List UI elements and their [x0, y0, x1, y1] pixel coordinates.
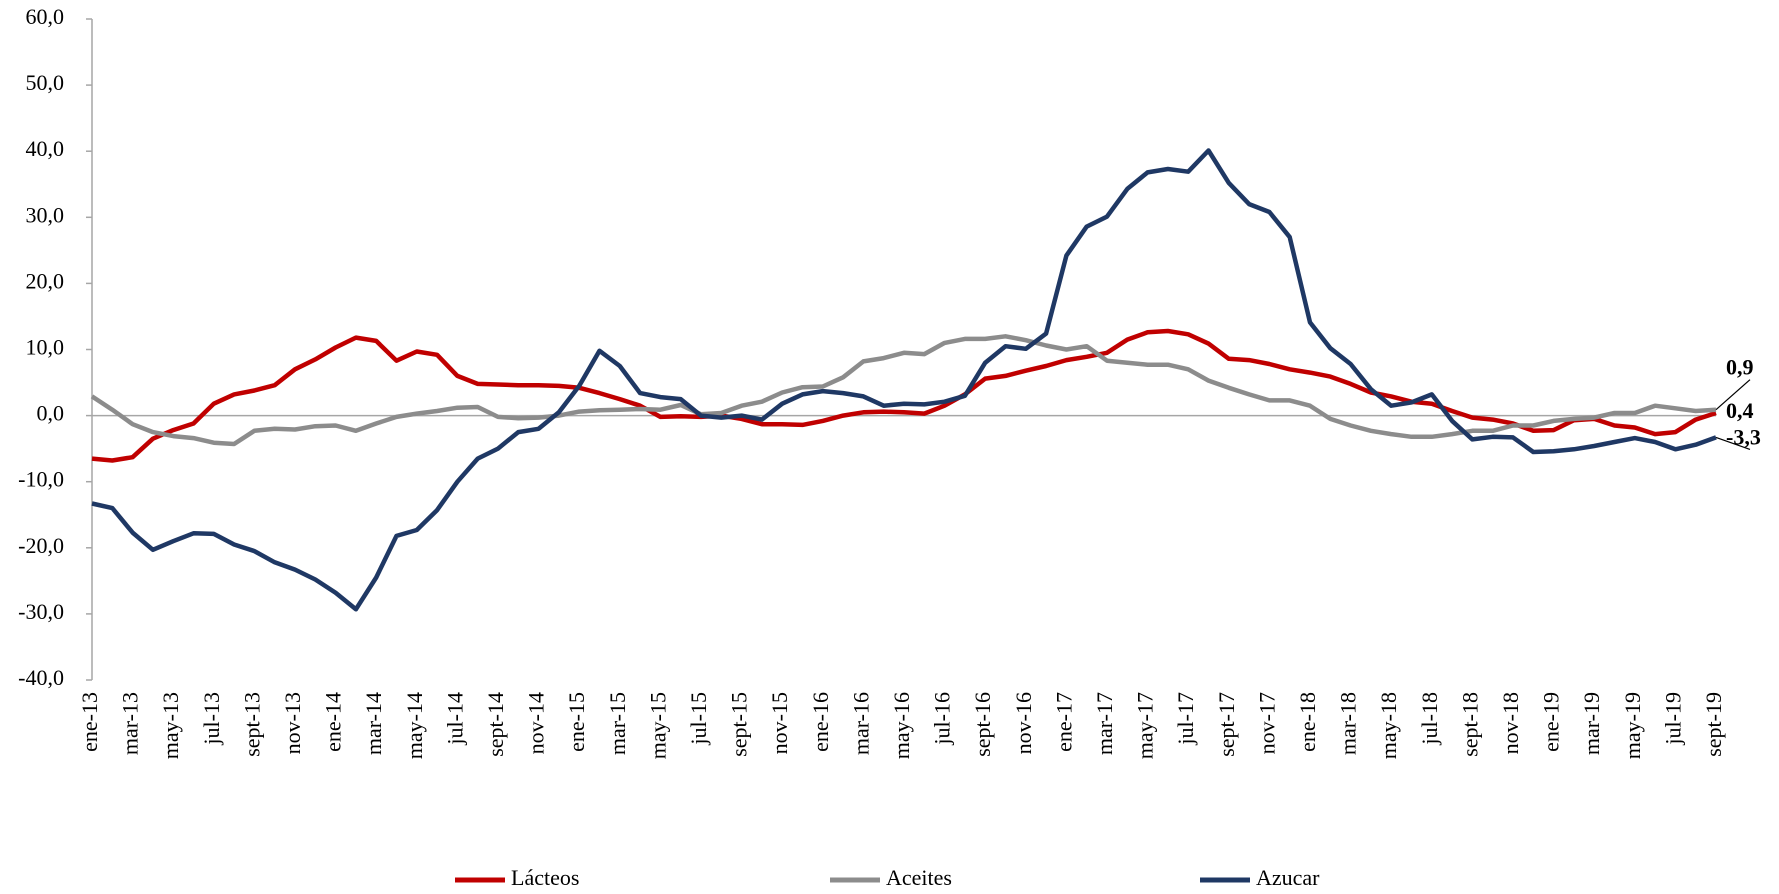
x-tick-label: mar-16: [848, 692, 873, 755]
x-tick-label: nov-18: [1498, 692, 1523, 754]
y-tick-label: 30,0: [26, 202, 65, 227]
x-tick-label: jul-17: [1173, 692, 1198, 746]
y-tick-label: 0,0: [37, 401, 65, 426]
x-tick-label: may-15: [645, 692, 670, 759]
y-tick-label: -30,0: [18, 599, 64, 624]
x-tick-label: may-17: [1133, 692, 1158, 759]
y-tick-label: 20,0: [26, 268, 65, 293]
y-tick-label: 50,0: [26, 70, 65, 95]
x-tick-label: ene-13: [77, 692, 102, 752]
x-tick-label: jul-19: [1660, 692, 1685, 746]
x-tick-label: mar-13: [118, 692, 143, 755]
y-tick-label: 40,0: [26, 136, 65, 161]
x-tick-label: sept-13: [239, 692, 264, 757]
y-tick-label: -40,0: [18, 665, 64, 690]
x-tick-label: sept-14: [483, 692, 508, 757]
x-tick-label: mar-19: [1579, 692, 1604, 755]
x-tick-label: sept-18: [1457, 692, 1482, 757]
x-tick-label: may-13: [158, 692, 183, 759]
x-tick-label: nov-13: [280, 692, 305, 754]
x-tick-label: jul-14: [442, 692, 467, 746]
y-tick-label: -10,0: [18, 467, 64, 492]
x-tick-label: mar-15: [605, 692, 630, 755]
x-tick-label: jul-18: [1417, 692, 1442, 746]
legend-label: Lácteos: [511, 865, 579, 890]
x-tick-label: mar-18: [1336, 692, 1361, 755]
legend-label: Azucar: [1256, 865, 1320, 890]
series-line: [92, 336, 1716, 444]
x-tick-label: may-19: [1620, 692, 1645, 759]
x-tick-label: sept-19: [1701, 692, 1726, 757]
x-tick-label: mar-17: [1092, 692, 1117, 755]
x-tick-label: ene-16: [808, 692, 833, 752]
x-tick-label: nov-16: [1011, 692, 1036, 754]
x-tick-label: jul-16: [930, 692, 955, 746]
y-tick-label: 10,0: [26, 335, 65, 360]
value-label: 0,4: [1726, 398, 1754, 423]
x-tick-label: ene-18: [1295, 692, 1320, 752]
x-tick-label: nov-15: [767, 692, 792, 754]
x-tick-label: may-14: [402, 692, 427, 759]
x-tick-label: ene-17: [1051, 692, 1076, 752]
x-tick-label: ene-15: [564, 692, 589, 752]
x-tick-label: may-18: [1376, 692, 1401, 759]
x-tick-label: ene-14: [321, 692, 346, 752]
x-tick-label: sept-15: [727, 692, 752, 757]
series-line: [92, 151, 1716, 610]
value-label: 0,9: [1726, 355, 1754, 380]
x-tick-label: sept-16: [970, 692, 995, 757]
x-tick-label: ene-19: [1539, 692, 1564, 752]
x-tick-label: may-16: [889, 692, 914, 759]
legend-label: Aceites: [886, 865, 952, 890]
x-tick-label: jul-13: [199, 692, 224, 746]
x-tick-label: nov-17: [1254, 692, 1279, 754]
value-label: -3,3: [1726, 424, 1761, 449]
y-tick-label: -20,0: [18, 533, 64, 558]
x-tick-label: nov-14: [524, 692, 549, 754]
page: -40,0 -30,0 -20,0 -10,0 0,0 10,0 20,0 30,0 40,0 5…: [0, 0, 1779, 894]
x-tick-label: sept-17: [1214, 692, 1239, 757]
x-tick-label: mar-14: [361, 692, 386, 755]
y-tick-label: 60,0: [26, 4, 65, 29]
x-tick-label: jul-15: [686, 692, 711, 746]
chart: -40,0 -30,0 -20,0 -10,0 0,0 10,0 20,0 30,0 40,0 5…: [0, 0, 1779, 894]
